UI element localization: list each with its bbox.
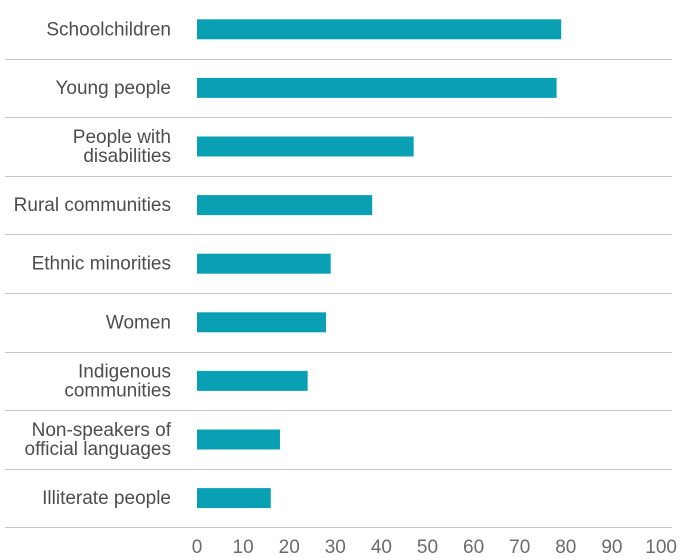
x-tick-label: 10	[233, 537, 254, 558]
x-axis-ticks: 0 10 20 30 40 50 60 70 80 90 100	[192, 537, 677, 558]
bar	[197, 370, 308, 391]
x-tick-label: 30	[325, 537, 346, 558]
x-tick-label: 50	[417, 537, 438, 558]
category-label-line: official languages	[25, 439, 171, 460]
category-label: Non-speakers of official languages	[25, 420, 172, 460]
bar	[197, 195, 373, 216]
x-tick-label: 80	[555, 537, 576, 558]
category-label: Women	[106, 312, 171, 333]
category-label-line: Non-speakers of	[32, 420, 172, 441]
category-label: Young people	[55, 78, 171, 99]
chart-rows: Schoolchildren Young people People with dis…	[5, 19, 672, 528]
category-label-line: disabilities	[83, 146, 171, 167]
category-label: People with disabilities	[73, 127, 171, 167]
category-label-line: communities	[64, 380, 171, 401]
bar	[197, 19, 562, 40]
bar	[197, 312, 327, 333]
category-label: Indigenous communities	[64, 361, 171, 401]
bar	[197, 429, 280, 450]
x-tick-label: 60	[463, 537, 484, 558]
x-tick-label: 100	[645, 537, 677, 558]
category-label-line: Schoolchildren	[46, 19, 171, 40]
category-label-line: Illiterate people	[42, 488, 171, 509]
category-label-line: Indigenous	[78, 361, 171, 382]
bar	[197, 488, 271, 509]
x-tick-label: 70	[509, 537, 530, 558]
bar	[197, 77, 557, 98]
category-label-line: Women	[106, 312, 171, 333]
x-tick-label: 20	[279, 537, 300, 558]
category-label-line: Rural communities	[14, 195, 171, 216]
category-label-line: People with	[73, 127, 171, 148]
category-label: Rural communities	[14, 195, 171, 216]
x-tick-label: 90	[601, 537, 622, 558]
category-label-line: Ethnic minorities	[32, 254, 171, 275]
category-label: Ethnic minorities	[32, 254, 171, 275]
category-label: Schoolchildren	[46, 19, 171, 40]
bar	[197, 253, 331, 274]
x-tick-label: 0	[192, 537, 203, 558]
category-label: Illiterate people	[42, 488, 171, 509]
bar	[197, 136, 414, 157]
category-label-line: Young people	[55, 78, 171, 99]
x-tick-label: 40	[371, 537, 392, 558]
chart-bars	[197, 19, 562, 509]
